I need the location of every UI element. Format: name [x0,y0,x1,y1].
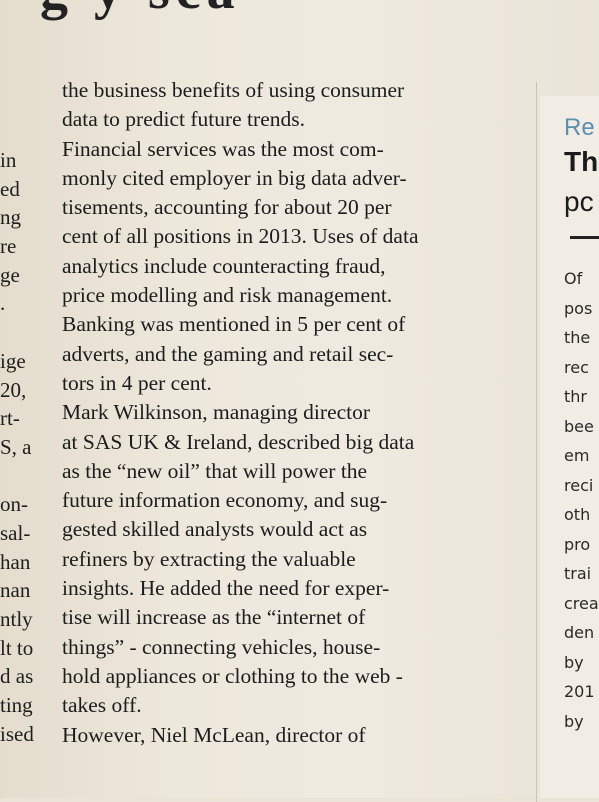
sidebar-body-line: den [564,623,595,642]
left-column-line: sal- [0,520,31,545]
sidebar-body-line: by [564,652,584,672]
sidebar-body: Of pos the rec thr bee em reci oth pro trai crea den… [564,264,599,736]
left-column-line: S, a [0,434,32,459]
right-sidebar-column: Re Th pc Of pos the rec thr bee em reci oth pro tr… [540,96,599,798]
left-column-line: ige [0,348,26,373]
article-line: data to predict future trends. [62,107,305,132]
sidebar-body-line: by [564,711,584,731]
article-line: cent of all positions in 2013. Uses of d… [62,224,419,249]
article-line: However, Niel McLean, director of [62,722,366,747]
sidebar-body-line: trai [564,564,592,583]
article-line: Banking was mentioned in 5 per cent of [62,312,406,337]
article-line: Mark Wilkinson, managing director [62,400,371,425]
main-article-column: the business benefits of using consumer d… [62,76,502,750]
article-line: things” - connecting vehicles, house- [62,634,381,659]
left-column-line: lt to [0,635,34,660]
left-column-line: ng [0,205,21,230]
sidebar-body-line: pos [564,298,593,318]
sidebar-body-line: pro [564,534,591,554]
left-column-line: re [0,234,17,259]
left-column-line [0,462,48,491]
sidebar-body-line: em [564,446,590,465]
article-line: takes off. [62,693,142,718]
left-column-line: ge [0,262,20,287]
sidebar-body-line: oth [564,505,591,524]
article-line: refiners by extracting the valuable [62,546,356,571]
sidebar-body-line: thr [564,387,587,406]
article-line: at SAS UK & Ireland, described big data [62,429,415,454]
article-line: gested skilled analysts would act as [62,517,368,542]
sidebar-body-line: bee [564,416,594,436]
sidebar-body-line: Of [564,269,583,288]
article-line: tise will increase as the “internet of [62,605,366,630]
left-column-line: ting [0,693,33,718]
sidebar-body-line: rec [564,357,589,377]
left-column-line: rt- [0,406,20,431]
headline-fragment: g y sca [40,0,599,22]
sidebar-divider [570,236,599,239]
article-line: tisements, accounting for about 20 per [62,195,392,220]
article-line: Financial services was the most com- [62,136,384,161]
left-column-line: ised [0,721,34,746]
article-line: the business benefits of using consumer [62,78,405,102]
article-line: adverts, and the gaming and retail sec- [62,341,394,366]
sidebar-headline-line2: pc [564,186,594,217]
sidebar-body-line: reci [564,475,594,495]
left-column-line [0,318,48,347]
article-line: hold appliances or clothing to the web - [62,663,403,688]
sidebar-kicker: Re [564,114,595,141]
column-rule [536,82,537,802]
article-line: insights. He added the need for exper- [62,576,390,601]
left-column: in ed ng re ge. ige 20, rt- S, a on-sal-han nan ntl… [0,146,48,748]
article-line: price modelling and risk management. [62,283,393,308]
article-line: analytics include counteracting fraud, [62,253,386,278]
sidebar-body-line: 201 [564,682,595,701]
left-column-line: ed [0,176,20,201]
sidebar-headline-line1: Th [564,146,599,177]
left-column-line: on- [0,492,28,517]
left-column-line: nan [0,578,31,603]
left-column-line: 20, [0,377,27,402]
article-line: future information economy, and sug- [62,488,388,513]
article-line: monly cited employer in big data adver- [62,165,407,190]
article-line: tors in 4 per cent. [62,370,212,395]
left-column-line: han [0,549,31,574]
article-line: as the “new oil” that will power the [62,458,368,483]
left-column-line: . [0,291,6,316]
left-column-line: in [0,148,17,172]
left-column-line: d as [0,664,34,689]
sidebar-body-line: crea [564,593,599,613]
sidebar-body-line: the [564,328,591,347]
left-column-line: ntly [0,607,33,631]
